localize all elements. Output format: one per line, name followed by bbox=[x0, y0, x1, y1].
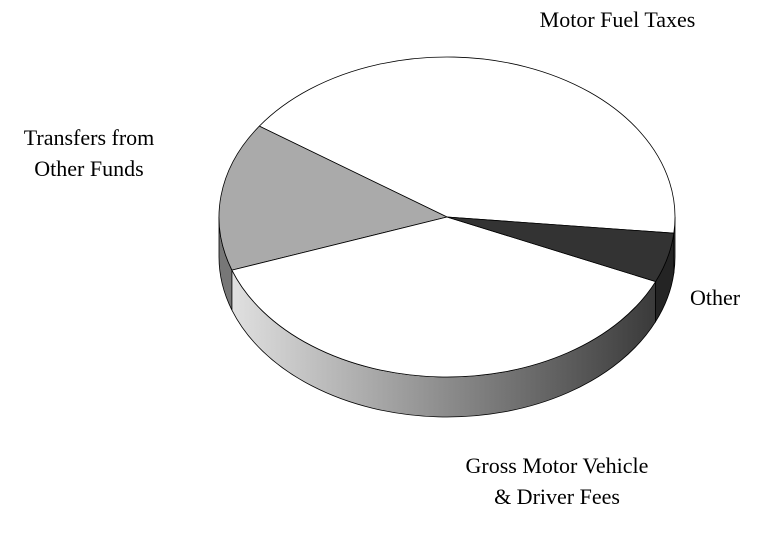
pie-slice bbox=[258, 56, 676, 234]
pie-slice bbox=[446, 216, 675, 283]
slice-label: Motor Fuel Taxes bbox=[539, 7, 696, 32]
slice-label: Other bbox=[690, 285, 741, 310]
slice-label: Transfers from Other Funds bbox=[23, 125, 155, 181]
pie-slice bbox=[231, 216, 657, 378]
pie-slice bbox=[218, 125, 449, 271]
slice-label: Gross Motor Vehicle & Driver Fees bbox=[465, 453, 649, 509]
